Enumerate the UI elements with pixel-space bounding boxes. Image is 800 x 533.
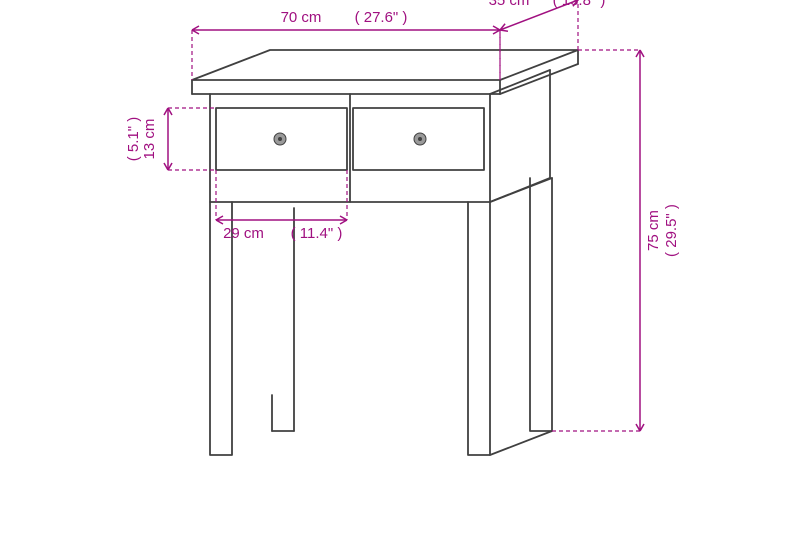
dim-drawer-w-in: ( 11.4" ) xyxy=(291,225,343,242)
dim-width-in: ( 27.6" ) xyxy=(355,9,408,26)
dim-drawer-w-cm: 29 cm xyxy=(223,225,264,242)
dim-height-in: ( 29.5" ) xyxy=(663,204,680,257)
dim-width-cm: 70 cm xyxy=(281,9,322,26)
dim-height-cm: 75 cm xyxy=(645,210,662,251)
dim-drawer-h-cm: 13 cm xyxy=(141,119,158,160)
dim-depth-cm: 35 cm xyxy=(489,0,530,9)
dim-drawer-h-in: ( 5.1" ) xyxy=(125,117,142,162)
dim-depth-in: ( 13.8" ) xyxy=(553,0,606,9)
